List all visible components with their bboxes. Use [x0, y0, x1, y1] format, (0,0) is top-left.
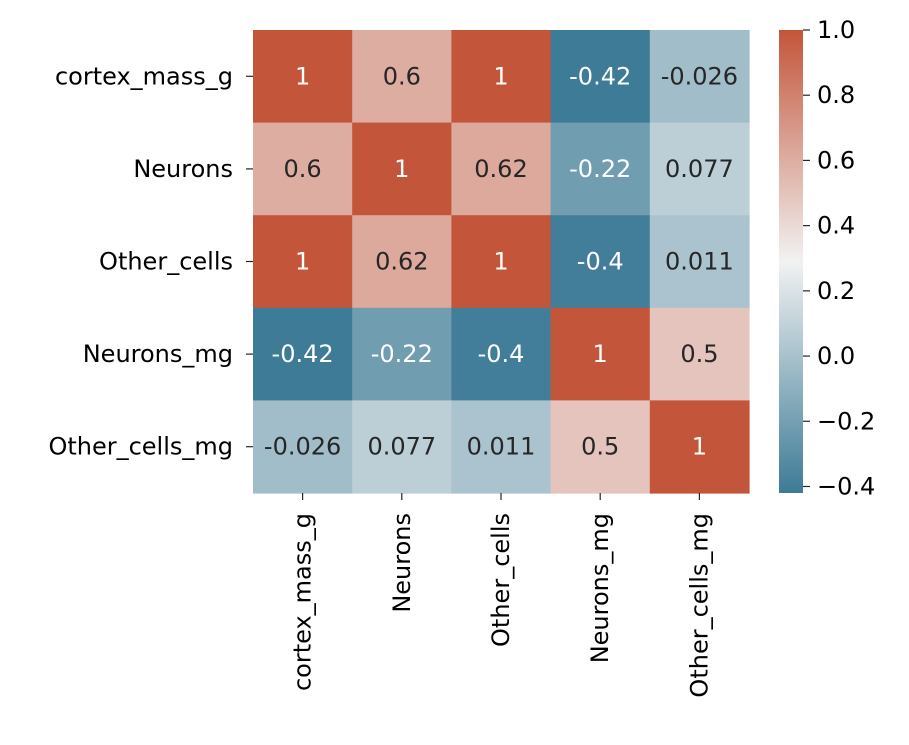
heatmap-cell [253, 30, 353, 124]
heatmap-cell [649, 215, 750, 309]
cell-value-label: -0.026 [264, 433, 341, 461]
cell-value-label: 0.5 [680, 340, 718, 368]
cell-value-label: -0.42 [569, 62, 631, 90]
heatmap-cell [451, 30, 552, 124]
y-tick-label: Other_cells_mg [48, 433, 233, 461]
cell-value-label: -0.22 [569, 155, 631, 183]
heatmap-cell [649, 30, 750, 124]
cell-value-label: 0.6 [383, 62, 421, 90]
cell-value-label: 0.077 [367, 433, 436, 461]
y-tick-label: cortex_mass_g [55, 62, 233, 90]
colorbar-tick-label: −0.4 [817, 472, 875, 500]
cell-value-label: 0.62 [474, 155, 527, 183]
x-tick-label: Other_cells [487, 513, 515, 647]
cell-value-label: 1 [593, 340, 608, 368]
heatmap-cell-labels: 1 0.6 1 -0.42 -0.026 0.6 1 0.62 -0.22 0.077 1 0.62 1… [264, 62, 738, 460]
colorbar: 1.0 0.8 0.6 0.4 0.2 0.0 −0.2 −0.4 [779, 16, 875, 500]
colorbar-tick-label: 0.4 [817, 212, 855, 240]
heatmap-cell [352, 400, 452, 494]
cell-value-label: 0.5 [581, 433, 619, 461]
x-tick-label: Other_cells_mg [685, 513, 713, 698]
colorbar-tick-label: −0.2 [817, 407, 875, 435]
heatmap-cell [550, 30, 651, 124]
heatmap-cell [253, 307, 353, 401]
heatmap-cell [253, 215, 353, 309]
cell-value-label: -0.22 [371, 340, 433, 368]
cell-value-label: 0.077 [665, 155, 734, 183]
heatmap-cell [649, 122, 750, 216]
colorbar-tick-label: 0.0 [817, 342, 855, 370]
heatmap-cell [451, 307, 552, 401]
heatmap-cell [451, 215, 552, 309]
heatmap-cell [352, 122, 452, 216]
x-tick-label: Neurons_mg [586, 513, 614, 663]
heatmap-cell [451, 400, 552, 494]
heatmap-cell [550, 400, 651, 494]
cell-value-label: -0.4 [577, 248, 624, 276]
colorbar-tick-label: 0.2 [817, 277, 855, 305]
cell-value-label: 1 [493, 248, 508, 276]
heatmap-cell [352, 307, 452, 401]
heatmap-cell [550, 307, 651, 401]
x-tick-label: Neurons [388, 513, 416, 613]
cell-value-label: -0.4 [478, 340, 525, 368]
y-tick-label: Neurons [133, 155, 233, 183]
cell-value-label: -0.42 [272, 340, 334, 368]
colorbar-tick-label: 1.0 [817, 16, 855, 44]
heatmap-cell [649, 307, 750, 401]
colorbar-tick-label: 0.6 [817, 146, 855, 174]
cell-value-label: 0.011 [665, 248, 734, 276]
colorbar-gradient [779, 30, 803, 493]
cell-value-label: 1 [295, 248, 310, 276]
heatmap-cell [253, 400, 353, 494]
heatmap-cell [649, 400, 750, 494]
y-tick-label: Neurons_mg [83, 340, 233, 368]
x-axis: cortex_mass_g Neurons Other_cells Neurons_m… [289, 493, 713, 698]
cell-value-label: -0.026 [661, 62, 738, 90]
cell-value-label: 1 [295, 62, 310, 90]
heatmap-cell [253, 122, 353, 216]
heatmap-cell [550, 215, 651, 309]
heatmap-cell [352, 30, 452, 124]
cell-value-label: 0.62 [375, 248, 428, 276]
x-tick-label: cortex_mass_g [289, 513, 317, 691]
heatmap-cells [253, 30, 750, 494]
colorbar-tick-label: 0.8 [817, 81, 855, 109]
y-tick-label: Other_cells [99, 248, 233, 276]
cell-value-label: 1 [692, 433, 707, 461]
heatmap-cell [352, 215, 452, 309]
heatmap-cell [451, 122, 552, 216]
y-axis: cortex_mass_g Neurons Other_cells Neurons_m… [48, 62, 253, 461]
cell-value-label: 1 [493, 62, 508, 90]
cell-value-label: 0.011 [467, 433, 536, 461]
cell-value-label: 1 [394, 155, 409, 183]
heatmap-cell [550, 122, 651, 216]
cell-value-label: 0.6 [284, 155, 322, 183]
